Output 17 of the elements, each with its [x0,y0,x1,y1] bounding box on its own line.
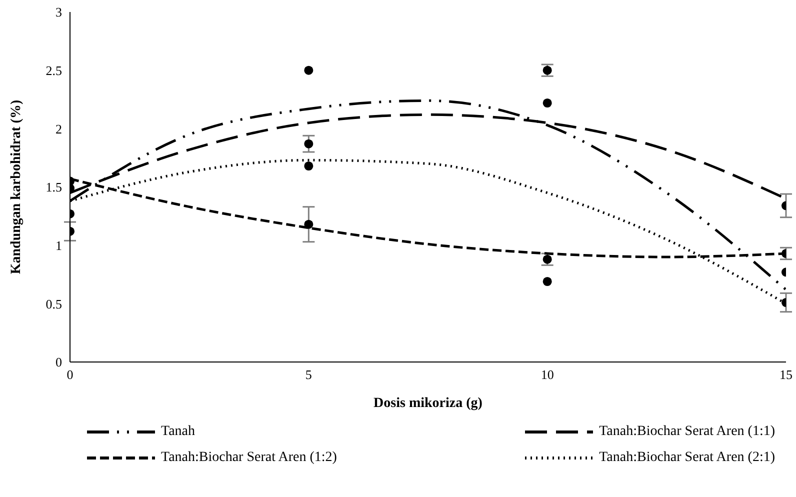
y-tick-label: 1.5 [46,180,62,195]
x-axis-title: Dosis mikoriza (g) [374,396,483,411]
x-tick-label: 15 [780,367,792,382]
y-tick-label: 1 [56,238,62,253]
legend-label: Tanah:Biochar Serat Aren (2:1) [599,450,775,466]
y-tick-label: 2 [56,121,62,136]
y-tick-label: 3 [56,4,62,20]
legend-label: Tanah [161,424,196,440]
y-tick-label: 0 [56,354,62,370]
legend-label: Tanah:Biochar Serat Aren (1:1) [599,424,775,440]
legend-label: Tanah:Biochar Serat Aren (1:2) [161,450,337,466]
y-tick-label: 2.5 [46,62,62,78]
y-tick-label: 0.5 [46,296,62,312]
y-axis-title: Kandungan karbohidrat (%) [8,100,24,274]
x-tick-label: 0 [66,367,74,382]
x-tick-label: 10 [540,367,554,382]
x-tick-label: 5 [305,367,312,382]
